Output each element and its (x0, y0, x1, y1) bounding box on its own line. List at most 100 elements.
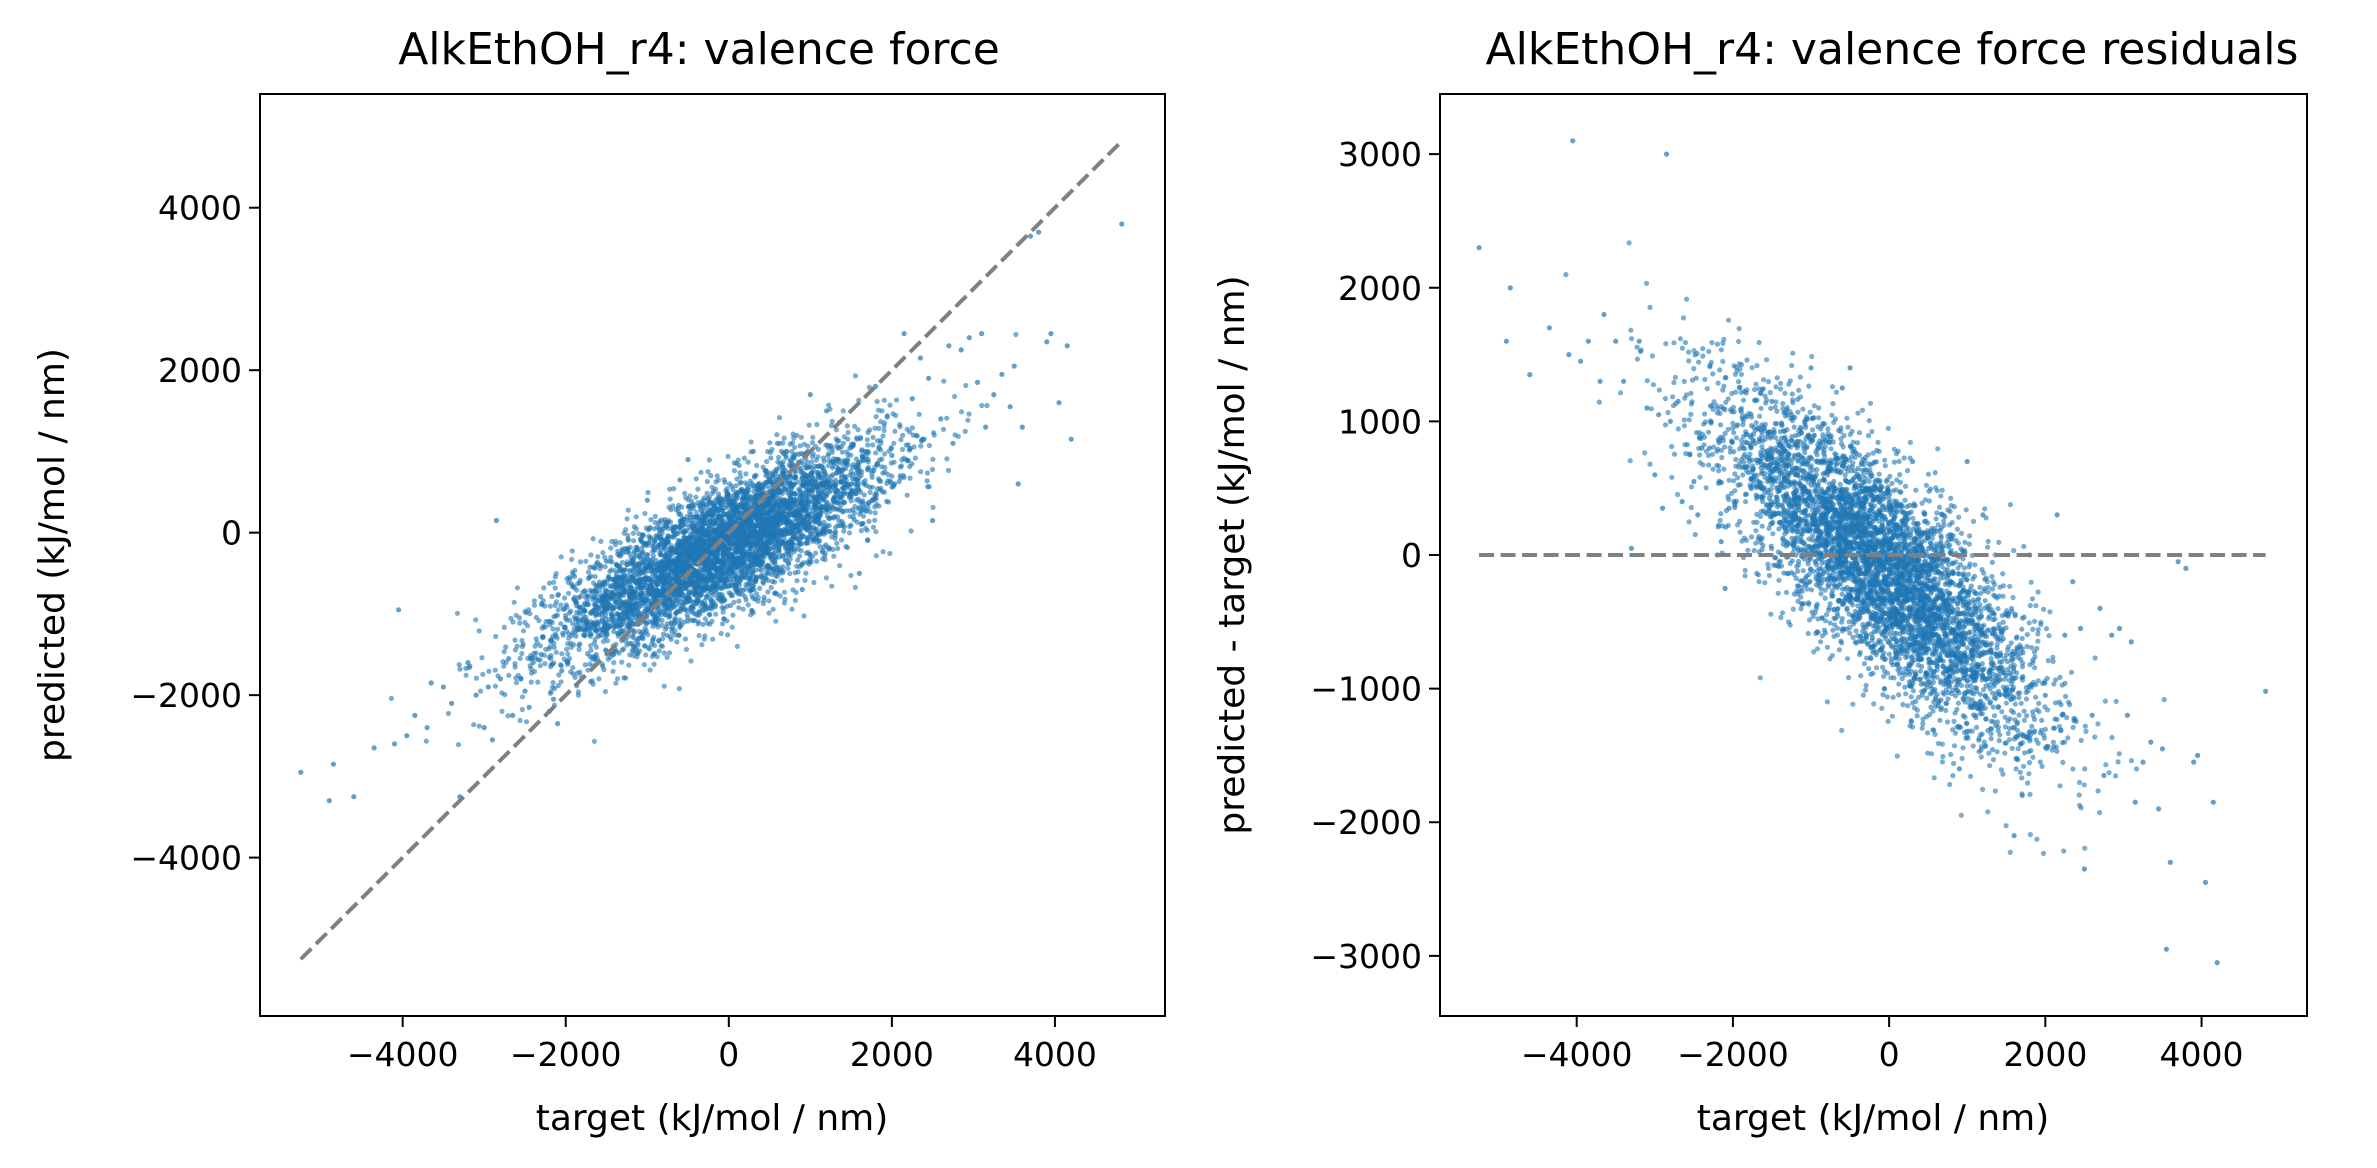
scatter-point (627, 584, 633, 590)
scatter-point (613, 574, 619, 580)
scatter-point (794, 563, 800, 569)
scatter-point (591, 738, 598, 744)
scatter-point (874, 398, 880, 405)
scatter-point (905, 458, 911, 464)
scatter-point (752, 578, 758, 585)
scatter-point (677, 538, 683, 545)
scatter-point (645, 552, 651, 558)
scatter-point (666, 650, 673, 656)
scatter-point (844, 545, 851, 551)
scatter-point (649, 653, 656, 660)
scatter-point (801, 613, 807, 619)
scatter-point (718, 577, 725, 583)
scatter-point (656, 637, 662, 644)
scatter-point (918, 469, 924, 475)
scatter-point (549, 593, 555, 600)
scatter-point (709, 602, 715, 608)
scatter-point (657, 552, 664, 558)
scatter-point (693, 494, 699, 500)
scatter-point (788, 552, 794, 558)
scatter-point (682, 490, 688, 496)
scatter-point (664, 654, 670, 661)
scatter-point (634, 608, 641, 614)
scatter-point (843, 477, 850, 483)
scatter-point (476, 628, 482, 634)
scatter-point (657, 518, 663, 525)
scatter-point (582, 662, 588, 668)
scatter-point (621, 675, 627, 681)
scatter-point (677, 524, 683, 530)
scatter-point (658, 592, 664, 598)
scatter-point (757, 574, 764, 580)
scatter-point (637, 635, 643, 641)
scatter-point (768, 584, 774, 591)
scatter-point (852, 373, 859, 379)
scatter-point (631, 538, 637, 544)
scatter-point (869, 498, 876, 504)
scatter-point (889, 484, 895, 490)
scatter-point (580, 618, 586, 624)
scatter-point (616, 563, 622, 570)
scatter-point (669, 629, 675, 635)
scatter-point (631, 524, 638, 530)
scatter-point (703, 594, 710, 601)
scatter-point (858, 528, 865, 534)
scatter-point (884, 498, 890, 504)
scatter-point (818, 504, 824, 510)
scatter-point (692, 534, 698, 540)
scatter-point (548, 653, 554, 659)
scatter-point (596, 676, 602, 682)
scatter-point (764, 570, 771, 576)
scatter-point (560, 632, 566, 638)
scatter-point (832, 530, 838, 536)
scatter-point (599, 616, 605, 622)
scatter-point (857, 434, 864, 441)
scatter-point (870, 434, 876, 440)
scatter-point (865, 448, 871, 454)
scatter-point (830, 497, 836, 503)
scatter-point (706, 543, 712, 549)
scatter-point (709, 484, 715, 490)
scatter-point (725, 453, 731, 459)
scatter-point (683, 595, 689, 601)
scatter-point (873, 529, 879, 535)
scatter-point (735, 590, 741, 597)
scatter-point (537, 663, 544, 669)
scatter-point (776, 454, 782, 460)
scatter-point (656, 648, 662, 654)
scatter-point (564, 646, 570, 652)
scatter-point (907, 475, 913, 481)
scatter-point (585, 569, 592, 575)
scatter-point (575, 689, 582, 695)
scatter-point (629, 633, 636, 639)
scatter-point (709, 618, 715, 624)
scatter-point (519, 637, 525, 644)
scatter-point (552, 585, 558, 591)
scatter-point (702, 633, 708, 639)
scatter-point (688, 604, 694, 610)
scatter-point (792, 481, 798, 487)
scatter-point (647, 667, 653, 673)
scatter-point (692, 583, 698, 589)
scatter-point (798, 514, 804, 520)
scatter-point (774, 440, 781, 446)
scatter-point (643, 628, 649, 634)
scatter-point (591, 565, 598, 571)
scatter-point (731, 468, 738, 474)
scatter-point (642, 510, 648, 517)
scatter-point (696, 521, 702, 527)
scatter-point (763, 468, 769, 474)
scatter-point (563, 615, 569, 621)
scatter-point (869, 474, 875, 480)
scatter-point (872, 464, 878, 470)
scatter-point (707, 549, 714, 555)
scatter-point (463, 672, 469, 678)
scatter-point (745, 602, 751, 608)
scatter-point (793, 513, 800, 520)
scatter-point (631, 548, 638, 554)
scatter-point (555, 591, 562, 598)
scatter-point (606, 574, 612, 581)
scatter-point (852, 584, 858, 591)
scatter-point (688, 658, 694, 664)
scatter-point (894, 397, 900, 403)
